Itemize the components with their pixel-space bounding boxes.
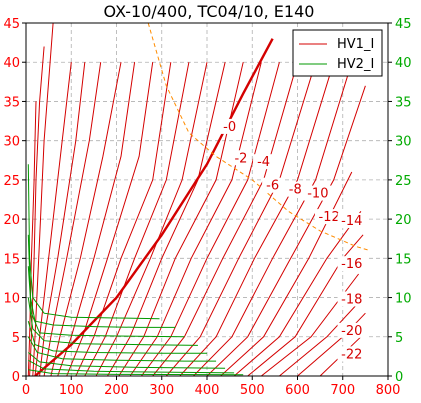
annotation-label: -12 xyxy=(319,210,340,225)
y-left-tick-label: 5 xyxy=(12,331,20,346)
y-right-tick-label: 15 xyxy=(395,252,412,267)
x-tick-label: 300 xyxy=(149,383,174,398)
annotation-bg xyxy=(230,150,252,166)
series-line-hv1-i-18 xyxy=(179,62,335,376)
series-line-hv1-i-16 xyxy=(152,62,298,376)
annotation-label: -18 xyxy=(341,292,362,307)
series-line-hv1-i-22 xyxy=(233,211,362,376)
series-line-hv1-i-3 xyxy=(34,62,72,376)
y-left-tick-label: 10 xyxy=(3,292,20,307)
series-line-hv1-i-4 xyxy=(39,62,86,376)
y-right-tick-label: 45 xyxy=(395,17,412,32)
legend-label-hv1: HV1_I xyxy=(337,37,374,52)
annotation-bg xyxy=(337,213,367,229)
annotation-label: -4 xyxy=(257,155,270,170)
series-line-hv1-i-10 xyxy=(84,62,190,376)
x-tick-label: 100 xyxy=(59,383,84,398)
y-right-tick-label: 20 xyxy=(395,213,412,228)
annotation-bg xyxy=(337,291,367,307)
annotation-bg xyxy=(262,177,284,193)
y-left-tick-label: 30 xyxy=(3,135,20,150)
series-line-hv2-i-4 xyxy=(27,320,207,354)
annotation-label: -6 xyxy=(266,179,279,194)
series-line-hv1-i-15 xyxy=(141,62,280,376)
annotation-bg xyxy=(337,322,367,338)
series-line-hv1-i-17 xyxy=(165,62,317,376)
y-left-tick-label: 40 xyxy=(3,56,20,71)
y-right-tick-label: 35 xyxy=(395,95,412,110)
series-line-hv1-i-25 xyxy=(279,297,364,376)
series-line-hv1-i-26 xyxy=(297,312,366,376)
annotation-bg xyxy=(314,209,344,225)
annotation-bg xyxy=(337,346,367,362)
x-tick-label: 500 xyxy=(240,383,265,398)
series-line-hv2-i-2 xyxy=(27,266,185,338)
annotation-bg xyxy=(219,118,241,134)
series-line-hv1-i-13 xyxy=(118,62,244,376)
annotation-bg xyxy=(303,185,333,201)
series-line-hv1-i-11 xyxy=(95,62,208,376)
x-tick-label: 800 xyxy=(376,383,401,398)
x-tick-label: 600 xyxy=(285,383,310,398)
series-line-hv2-i-8 xyxy=(28,369,244,376)
y-right-tick-label: 30 xyxy=(395,135,412,150)
series-line-hv1-i-8 xyxy=(66,62,154,376)
y-axis-left-ticks: 0 5 10 15 20 25 30 35 40 45 xyxy=(3,17,26,385)
annotation-label: -22 xyxy=(341,347,362,362)
annotations: -0 -2 -4 -6 -8 -10 -12 -14 -16 -18 -20 -22 xyxy=(219,118,367,362)
annotation-label: -20 xyxy=(341,324,362,339)
series-line-hv1-i-20 xyxy=(206,85,366,376)
legend-label-hv2: HV2_I xyxy=(337,57,374,72)
series-line-hv1-i-2 xyxy=(32,23,54,376)
annotation-label: -2 xyxy=(234,151,247,166)
series-line-hv1-i-12 xyxy=(107,62,226,376)
series-line-hv1-i-14 xyxy=(129,62,262,376)
chart-title: OX-10/400, TC04/10, E140 xyxy=(104,2,315,21)
series-line-hv1-i-6 xyxy=(50,62,122,376)
y-left-tick-label: 0 xyxy=(12,370,20,385)
annotation-label: -8 xyxy=(289,183,302,198)
y-left-tick-label: 25 xyxy=(3,174,20,189)
series-line-hv2-i-3 xyxy=(27,297,198,346)
series-line-hv1-i-1 xyxy=(29,46,45,376)
annotation-label: -0 xyxy=(223,120,236,135)
annotation-label: -14 xyxy=(341,214,362,229)
series-line-hv1-i-19 xyxy=(193,62,353,376)
plot-lines xyxy=(27,23,371,376)
series-line-orange-dashed-0 xyxy=(147,23,371,251)
y-axis-right-ticks: 0 5 10 15 20 25 30 35 40 45 xyxy=(388,17,412,385)
legend-box xyxy=(292,29,383,77)
y-left-tick-label: 15 xyxy=(3,252,20,267)
series-line-hv1-i-highlight-0 xyxy=(34,38,274,376)
series-line-hv1-i-9 xyxy=(75,62,172,376)
annotation-bg xyxy=(337,256,367,272)
series-line-hv2-i-5 xyxy=(27,336,217,362)
x-tick-label: 200 xyxy=(104,383,129,398)
y-right-tick-label: 0 xyxy=(395,370,403,385)
y-right-tick-label: 25 xyxy=(395,174,412,189)
y-right-tick-label: 5 xyxy=(395,331,403,346)
series-line-hv2-i-6 xyxy=(27,352,226,369)
series-line-hv1-i-23 xyxy=(247,234,364,376)
series-line-hv1-i-0 xyxy=(27,101,37,376)
y-left-tick-label: 35 xyxy=(3,95,20,110)
y-left-tick-label: 20 xyxy=(3,213,20,228)
x-tick-label: 0 xyxy=(22,383,30,398)
x-tick-label: 700 xyxy=(330,383,355,398)
x-tick-label: 400 xyxy=(195,383,220,398)
annotation-bg xyxy=(253,154,275,170)
legend: HV1_I HV2_I xyxy=(292,29,383,77)
x-axis-ticks: 0 100 200 300 400 500 600 700 800 xyxy=(22,376,401,398)
y-right-tick-label: 10 xyxy=(395,292,412,307)
annotation-label: -10 xyxy=(307,187,328,202)
series-line-hv2-i-0 xyxy=(27,164,160,320)
annotation-bg xyxy=(284,181,306,197)
series-line-hv2-i-7 xyxy=(28,359,235,374)
y-right-tick-label: 40 xyxy=(395,56,412,71)
annotation-label: -16 xyxy=(341,257,362,272)
y-left-tick-label: 45 xyxy=(3,17,20,32)
